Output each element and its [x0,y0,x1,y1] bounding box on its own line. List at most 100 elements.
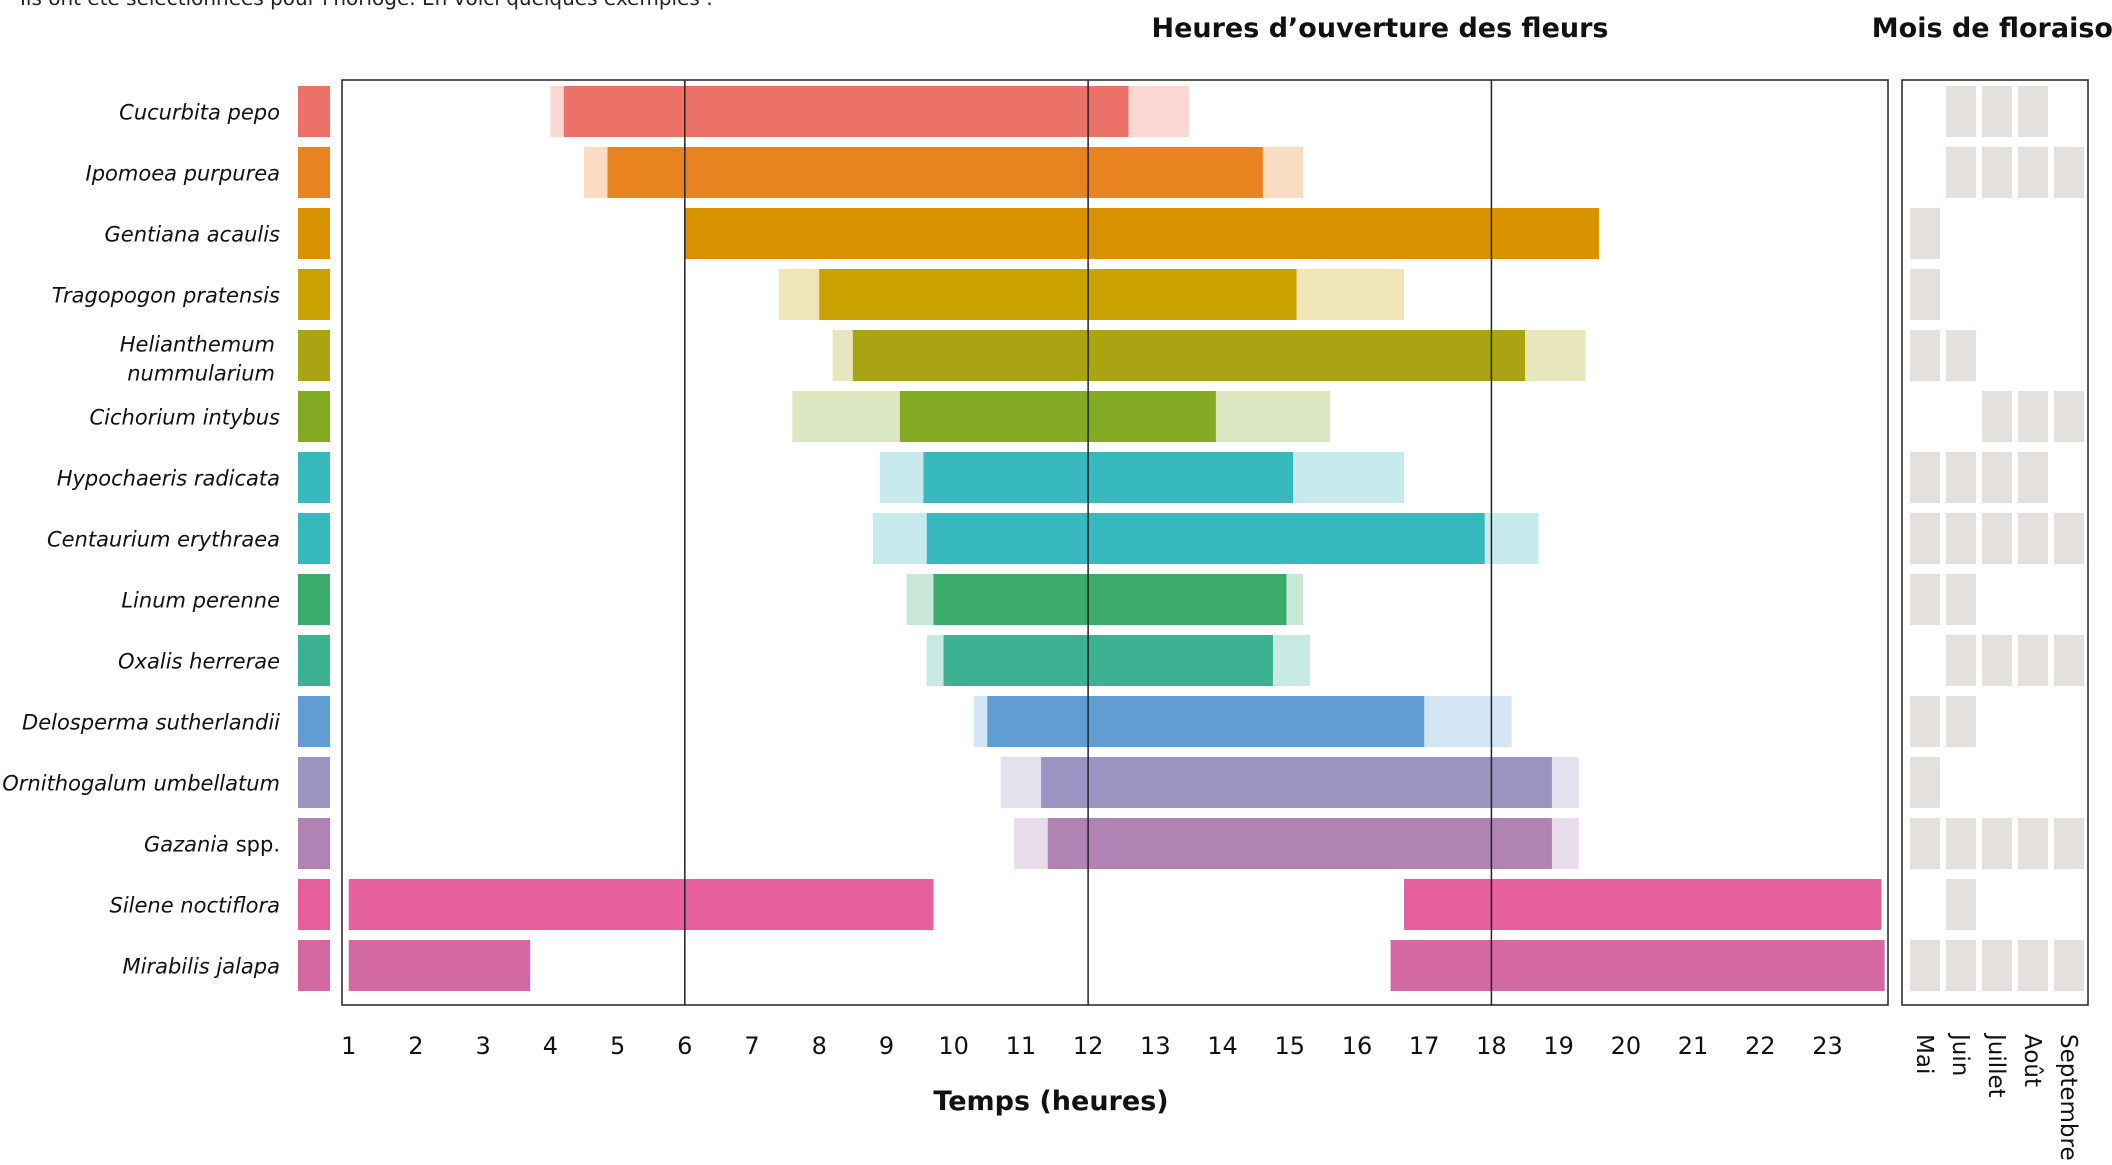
month-cell [1910,208,1940,259]
species-swatch [298,513,330,564]
month-cell [1910,818,1940,869]
month-cell [2054,818,2084,869]
species-swatch [298,879,330,930]
species-label-ipomoea-purpurea: Ipomoea purpurea [86,162,280,186]
opening-bar [923,452,1294,503]
opening-bar [1041,757,1552,808]
chart-frames [341,79,2089,1006]
month-cell [2054,391,2084,442]
month-label: Mai [1911,1034,1937,1074]
x-tick-label: 21 [1678,1032,1709,1060]
x-tick-labels: 1 2 3 4 5 6 7 8 9 10 11 12 13 14 15 16 17 18 19 20 21 22 23 [341,1032,1843,1060]
month-cell [2018,391,2048,442]
species-swatch [298,269,330,320]
x-tick-label: 23 [1812,1032,1843,1060]
opening-bar [563,86,1129,137]
months-title: Mois de floraison [1872,13,2112,44]
month-cell [1946,879,1976,930]
species-swatch [298,86,330,137]
month-cell [1910,330,1940,381]
species-label-helianthemum-nummularium: Helianthemum [120,333,275,357]
species-label-centaurium-erythraea: Centaurium erythraea [47,528,280,552]
species-swatch [298,391,330,442]
month-cell [1982,635,2012,686]
month-cell [1946,147,1976,198]
x-tick-label: 5 [610,1032,625,1060]
month-cell [1946,635,1976,686]
x-tick-label: 1 [341,1032,356,1060]
species-label-cucurbita-pepo: Cucurbita pepo [119,101,280,125]
opening-bar [926,513,1485,564]
opening-bar [1404,879,1882,930]
opening-bar [852,330,1526,381]
species-swatch [298,208,330,259]
species-label-delosperma-sutherlandii: Delosperma sutherlandii [22,711,280,735]
x-tick-label: 13 [1140,1032,1171,1060]
months-cells [1910,86,2084,991]
month-labels: Mai Juin Juillet Août Septembre [1911,1032,2081,1161]
species-swatches [298,86,330,991]
opening-bar [1390,940,1885,991]
species-swatch [298,635,330,686]
species-swatch [298,452,330,503]
opening-bar [943,635,1273,686]
opening-bar [348,940,531,991]
month-cell [1946,696,1976,747]
month-cell [1982,391,2012,442]
species-label-gazania: Gazania spp. [144,833,280,857]
month-cell [2018,940,2048,991]
opening-bar [899,391,1216,442]
x-tick-label: 19 [1543,1032,1574,1060]
month-cell [1910,269,1940,320]
month-cell [1982,513,2012,564]
month-cell [2018,86,2048,137]
x-tick-label: 3 [476,1032,491,1060]
month-label: Juin [1947,1032,1973,1076]
x-tick-label: 9 [879,1032,894,1060]
month-cell [1910,574,1940,625]
month-cell [1946,574,1976,625]
x-tick-label: 20 [1611,1032,1642,1060]
month-cell [1982,452,2012,503]
opening-bar [819,269,1297,320]
x-tick-label: 16 [1342,1032,1373,1060]
month-cell [2018,147,2048,198]
hours-frame [341,79,1889,1006]
x-axis-label: Temps (heures) [933,1086,1168,1117]
month-cell [2054,940,2084,991]
x-tick-label: 8 [812,1032,827,1060]
opening-bar [607,147,1263,198]
species-labels: Cucurbita pepo Ipomoea purpurea Gentiana a… [2,101,280,979]
species-label-oxalis-herrerae: Oxalis herrerae [118,650,280,674]
species-label-helianthemum-nummularium-line2: nummularium [127,362,275,386]
x-tick-label: 22 [1745,1032,1776,1060]
species-label-hypochaeris-radicata: Hypochaeris radicata [57,467,280,491]
month-cell [1982,147,2012,198]
x-tick-label: 10 [938,1032,969,1060]
month-cell [2018,818,2048,869]
month-cell [1910,757,1940,808]
species-label-tragopogon-pratensis: Tragopogon pratensis [52,284,280,308]
chart-title: Heures d’ouverture des fleurs [1151,13,1608,44]
month-label: Août [2019,1034,2045,1087]
intro-text: Ils ont été sélectionnées pour l'horloge… [20,0,713,10]
x-tick-label: 11 [1006,1032,1037,1060]
x-tick-label: 14 [1207,1032,1238,1060]
x-tick-label: 4 [543,1032,558,1060]
month-cell [1982,818,2012,869]
month-cell [1910,696,1940,747]
x-tick-label: 18 [1476,1032,1507,1060]
opening-bar [684,208,1599,259]
x-tick-label: 6 [677,1032,692,1060]
species-label-gentiana-acaulis: Gentiana acaulis [105,223,281,247]
species-label-silene-noctiflora: Silene noctiflora [109,894,280,918]
month-cell [1982,86,2012,137]
month-cell [1946,86,1976,137]
opening-bar [1047,818,1552,869]
opening-bar [933,574,1287,625]
opening-bar [987,696,1425,747]
species-swatch [298,940,330,991]
x-tick-label: 15 [1274,1032,1305,1060]
month-cell [1946,940,1976,991]
